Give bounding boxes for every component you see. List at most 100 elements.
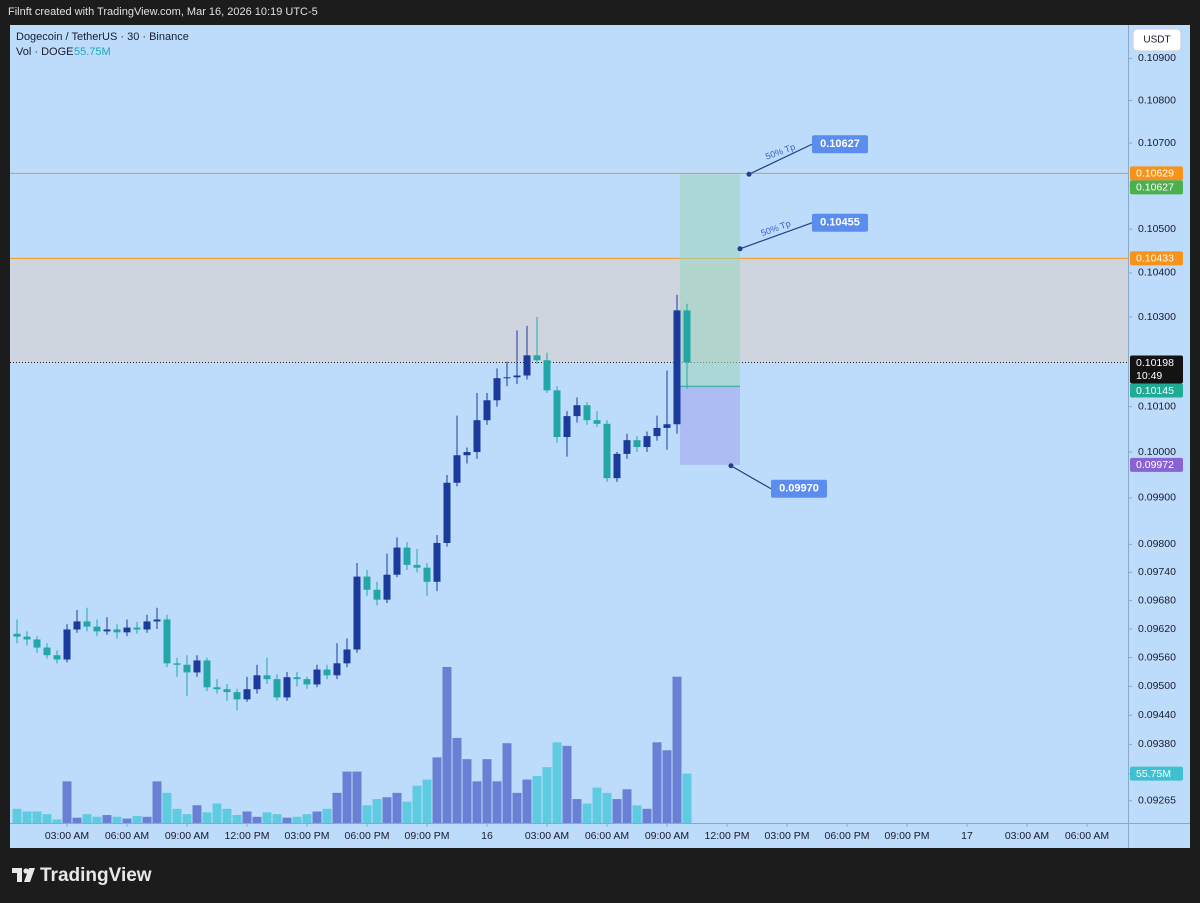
y-tick-label: 0.09620 xyxy=(1138,623,1176,635)
volume-bar xyxy=(262,812,272,823)
volume-bar xyxy=(672,676,682,823)
candle-body xyxy=(283,677,291,698)
candle-body xyxy=(233,692,241,700)
volume-bar xyxy=(152,781,162,823)
currency-label[interactable]: USDT xyxy=(1143,35,1170,46)
volume-bar xyxy=(172,808,182,823)
volume-bar xyxy=(562,745,572,823)
candle-body xyxy=(403,547,411,565)
candle-body xyxy=(23,636,31,640)
callout-dot xyxy=(746,171,752,177)
candle-body xyxy=(453,455,461,483)
plot-background xyxy=(10,25,1190,848)
volume-bar xyxy=(302,814,312,823)
volume-bar xyxy=(542,767,552,823)
volume-bar xyxy=(122,818,132,823)
y-tick-label: 0.10100 xyxy=(1138,400,1176,412)
volume-bar xyxy=(622,789,632,823)
callout-line xyxy=(739,222,813,250)
x-tick-label: 03:00 AM xyxy=(45,830,89,842)
volume-bar xyxy=(352,771,362,823)
callout-label: 0.09970 xyxy=(779,483,819,495)
price-tag-label: 0.10433 xyxy=(1136,253,1174,265)
currency-button[interactable] xyxy=(1132,28,1182,52)
y-tick-label: 0.09560 xyxy=(1138,651,1176,663)
y-tick-label: 0.10000 xyxy=(1138,446,1176,458)
candle-body xyxy=(73,621,81,630)
countdown-label: 10:49 xyxy=(1136,370,1162,382)
volume-bar xyxy=(552,742,562,823)
y-tick-label: 0.10400 xyxy=(1138,267,1176,279)
volume-bar xyxy=(252,816,262,823)
volume-bar xyxy=(602,792,612,823)
candle-body xyxy=(203,660,211,688)
price-tag xyxy=(1130,383,1183,398)
volume-bar xyxy=(202,812,212,823)
volume-bar xyxy=(112,816,122,823)
x-tick-label: 09:00 AM xyxy=(645,830,689,842)
candle-body xyxy=(63,629,71,660)
x-tick-label: 06:00 PM xyxy=(345,830,390,842)
candle-body xyxy=(53,655,61,660)
candle-body xyxy=(583,405,591,421)
volume-bar xyxy=(472,781,482,823)
price-tag xyxy=(1130,180,1183,195)
price-tag-label: 0.10627 xyxy=(1136,182,1174,194)
x-tick-label: 03:00 PM xyxy=(285,830,330,842)
candle-body xyxy=(643,436,651,448)
x-tick-label: 09:00 AM xyxy=(165,830,209,842)
candle-body xyxy=(493,378,501,401)
credit: Filnft created with TradingView.com, Mar… xyxy=(8,6,318,18)
callout-box xyxy=(812,135,868,154)
candle-body xyxy=(13,633,21,637)
volume-bar xyxy=(642,808,652,823)
y-tick-label: 0.10900 xyxy=(1138,52,1176,64)
candle-body xyxy=(443,482,451,543)
candle-body xyxy=(293,677,301,680)
candle-body xyxy=(623,440,631,454)
volume-bar xyxy=(422,779,432,823)
candle-body xyxy=(343,649,351,664)
volume-bar xyxy=(222,808,232,823)
candle-body xyxy=(153,619,161,622)
callout-box xyxy=(771,479,827,498)
volume-bar xyxy=(82,814,92,823)
volume-legend-value: 55.75M xyxy=(74,46,111,58)
logo xyxy=(12,868,35,882)
price-tag xyxy=(1130,457,1183,472)
candle-body xyxy=(593,420,601,424)
volume-bar xyxy=(232,815,242,823)
x-tick-label: 06:00 AM xyxy=(105,830,149,842)
candle-body xyxy=(543,360,551,391)
y-tick-label: 0.09440 xyxy=(1138,709,1176,721)
candle-body xyxy=(483,400,491,421)
volume-bar xyxy=(392,792,402,823)
candle-body xyxy=(33,639,41,648)
candle-body xyxy=(663,424,671,428)
candle-body xyxy=(413,564,421,568)
candle-body xyxy=(683,310,691,363)
volume-bar xyxy=(592,787,602,823)
volume-bar xyxy=(312,811,322,823)
y-tick-label: 0.09380 xyxy=(1138,738,1176,750)
candle-body xyxy=(373,589,381,600)
candle-body xyxy=(303,679,311,685)
y-tick-label: 0.10700 xyxy=(1138,137,1176,149)
y-tick-label: 0.10800 xyxy=(1138,94,1176,106)
volume-bar xyxy=(62,781,72,823)
price-tag-label: 0.10629 xyxy=(1136,168,1174,180)
current-price-tag xyxy=(1130,355,1183,384)
volume-bar xyxy=(522,779,532,823)
volume-bar xyxy=(162,792,172,823)
price-tag xyxy=(1130,251,1183,266)
volume-bar xyxy=(512,792,522,823)
candle-body xyxy=(243,689,251,700)
candle-body xyxy=(563,416,571,437)
x-tick-label: 03:00 AM xyxy=(1005,830,1049,842)
candle-body xyxy=(133,627,141,630)
volume-bar xyxy=(32,811,42,823)
candle-body xyxy=(43,647,51,656)
callout-line xyxy=(730,465,772,490)
volume-bar xyxy=(142,816,152,823)
volume-bar xyxy=(502,743,512,823)
